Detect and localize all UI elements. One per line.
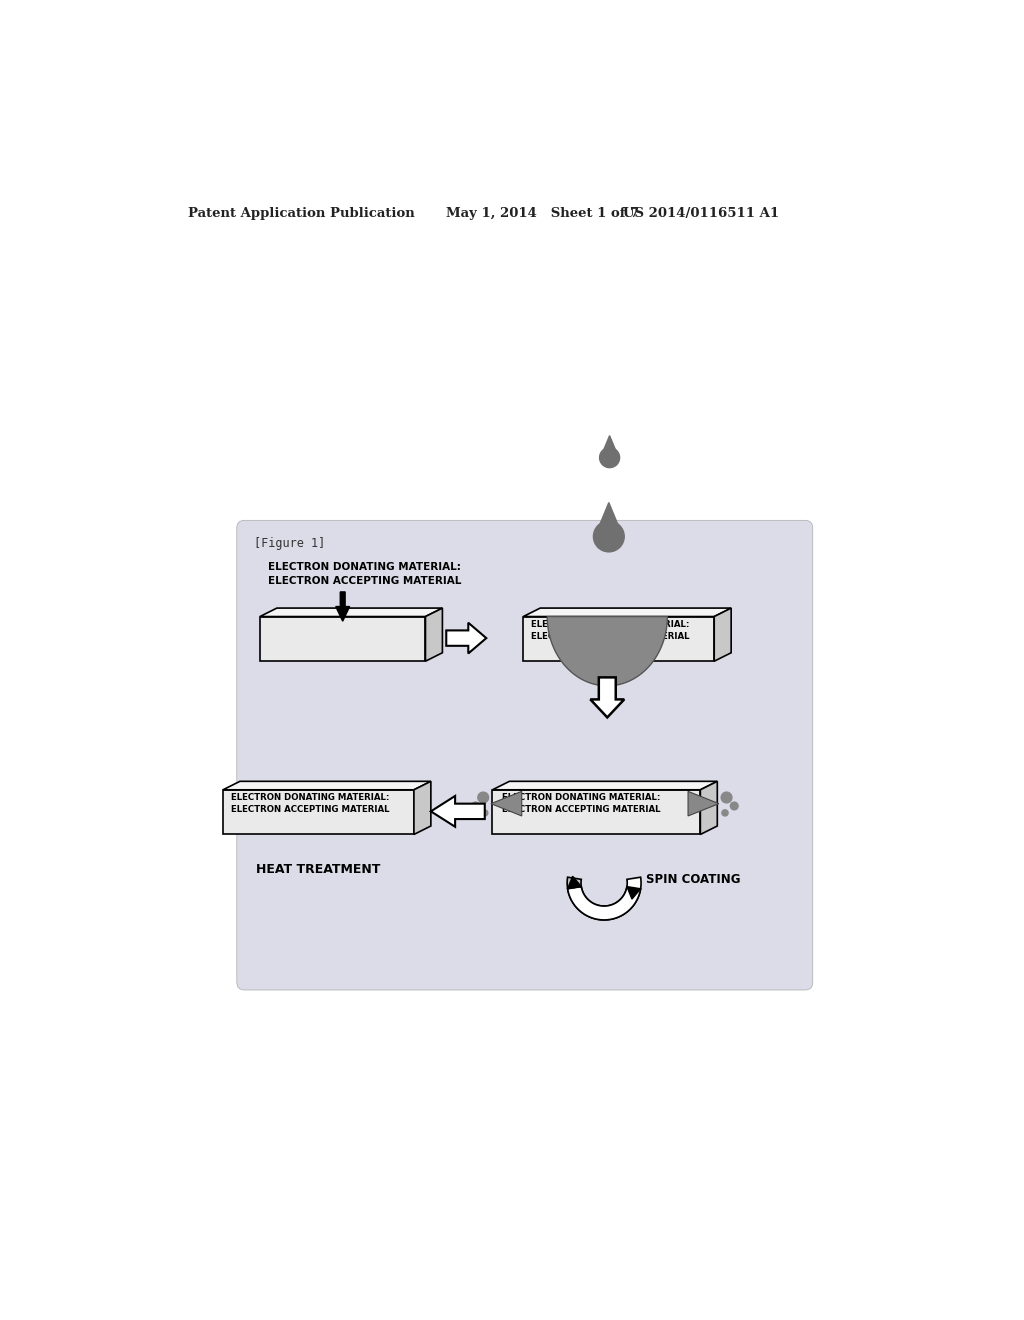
Text: ELECTRON DONATING MATERIAL:
ELECTRON ACCEPTING MATERIAL: ELECTRON DONATING MATERIAL: ELECTRON ACC…	[502, 793, 660, 814]
Circle shape	[730, 803, 738, 810]
Polygon shape	[490, 792, 521, 816]
Polygon shape	[223, 789, 414, 834]
Polygon shape	[714, 609, 731, 661]
Text: SPIN COATING: SPIN COATING	[646, 873, 741, 886]
Polygon shape	[493, 789, 700, 834]
Circle shape	[478, 792, 488, 803]
Polygon shape	[431, 796, 484, 826]
Polygon shape	[688, 792, 719, 816]
Polygon shape	[591, 677, 625, 718]
Polygon shape	[414, 781, 431, 834]
FancyBboxPatch shape	[237, 520, 813, 990]
Circle shape	[481, 809, 487, 816]
Text: HEAT TREATMENT: HEAT TREATMENT	[256, 863, 381, 876]
Circle shape	[600, 447, 620, 467]
Polygon shape	[567, 878, 641, 920]
Text: ELECTRON DONATING MATERIAL:
ELECTRON ACCEPTING MATERIAL: ELECTRON DONATING MATERIAL: ELECTRON ACC…	[531, 620, 689, 640]
Circle shape	[594, 521, 625, 552]
Text: US 2014/0116511 A1: US 2014/0116511 A1	[624, 207, 779, 220]
Polygon shape	[260, 609, 442, 616]
Polygon shape	[567, 878, 641, 920]
Circle shape	[722, 809, 728, 816]
Text: May 1, 2014   Sheet 1 of 7: May 1, 2014 Sheet 1 of 7	[446, 207, 639, 220]
Polygon shape	[627, 887, 641, 899]
Polygon shape	[523, 609, 731, 616]
Polygon shape	[446, 623, 486, 653]
Polygon shape	[523, 616, 714, 661]
Polygon shape	[602, 436, 616, 453]
Polygon shape	[260, 616, 425, 661]
Polygon shape	[700, 781, 717, 834]
Circle shape	[721, 792, 732, 803]
Circle shape	[472, 803, 479, 810]
Text: ELECTRON DONATING MATERIAL:
ELECTRON ACCEPTING MATERIAL: ELECTRON DONATING MATERIAL: ELECTRON ACC…	[230, 793, 389, 814]
Text: [Figure 1]: [Figure 1]	[254, 537, 325, 550]
Polygon shape	[223, 781, 431, 789]
Polygon shape	[425, 609, 442, 661]
Text: ELECTRON DONATING MATERIAL:
ELECTRON ACCEPTING MATERIAL: ELECTRON DONATING MATERIAL: ELECTRON ACC…	[267, 562, 461, 586]
Polygon shape	[598, 503, 620, 529]
Polygon shape	[336, 591, 349, 622]
Polygon shape	[567, 876, 582, 888]
Polygon shape	[547, 616, 668, 686]
Text: Patent Application Publication: Patent Application Publication	[188, 207, 415, 220]
Polygon shape	[493, 781, 717, 789]
